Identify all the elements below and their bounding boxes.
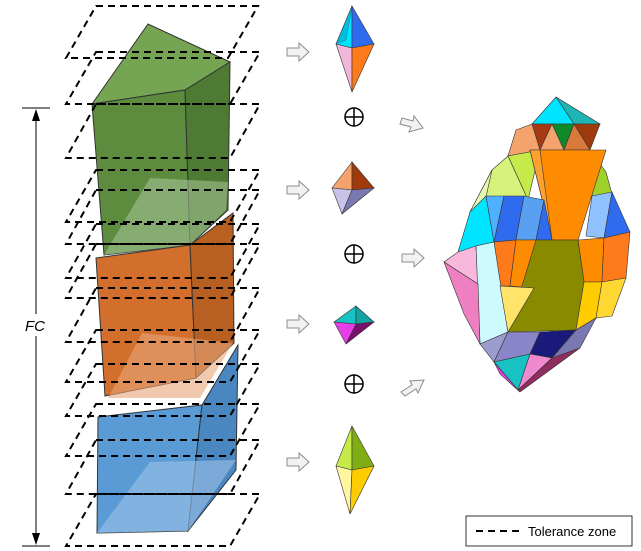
part-stack bbox=[64, 5, 262, 547]
result-polytope bbox=[443, 96, 631, 393]
tolerance-zones bbox=[64, 5, 262, 547]
polytope-1 bbox=[335, 4, 375, 93]
tolerance-zone bbox=[64, 51, 262, 105]
tolerance-zone bbox=[64, 103, 262, 159]
tolerance-zone bbox=[64, 439, 262, 495]
tolerance-zone bbox=[64, 223, 262, 279]
right-arrow-icon bbox=[286, 451, 310, 473]
fc-label: FC bbox=[25, 318, 45, 335]
operators bbox=[344, 107, 364, 394]
arrows bbox=[286, 41, 425, 473]
blue-part bbox=[96, 343, 239, 534]
tolerance-zone bbox=[64, 493, 262, 547]
fc-dimension: FC bbox=[16, 107, 56, 547]
polytope-2 bbox=[331, 161, 375, 215]
minkowski-sum-icon bbox=[344, 374, 364, 394]
tolerance-zone bbox=[64, 243, 262, 299]
polytope-3 bbox=[333, 305, 376, 345]
right-arrow-icon bbox=[399, 114, 424, 133]
tolerance-zone bbox=[64, 169, 262, 223]
legend: Tolerance zone bbox=[465, 515, 633, 547]
minkowski-sum-icon bbox=[344, 107, 364, 127]
polytope-4 bbox=[335, 425, 375, 515]
tolerance-zone bbox=[64, 403, 262, 457]
tolerance-zone bbox=[64, 189, 262, 245]
tolerance-zone bbox=[64, 363, 262, 417]
right-arrow-icon bbox=[401, 247, 425, 269]
right-arrow-icon bbox=[286, 313, 310, 335]
right-arrow-icon bbox=[286, 41, 310, 63]
tolerance-zone bbox=[64, 5, 260, 59]
minkowski-sum-icon bbox=[344, 244, 364, 264]
right-arrow-icon bbox=[400, 379, 425, 397]
tolerance-zone bbox=[64, 329, 262, 383]
tolerance-zone bbox=[64, 287, 262, 343]
legend-label: Tolerance zone bbox=[528, 524, 616, 539]
green-part bbox=[90, 23, 232, 256]
right-arrow-icon bbox=[286, 179, 310, 201]
